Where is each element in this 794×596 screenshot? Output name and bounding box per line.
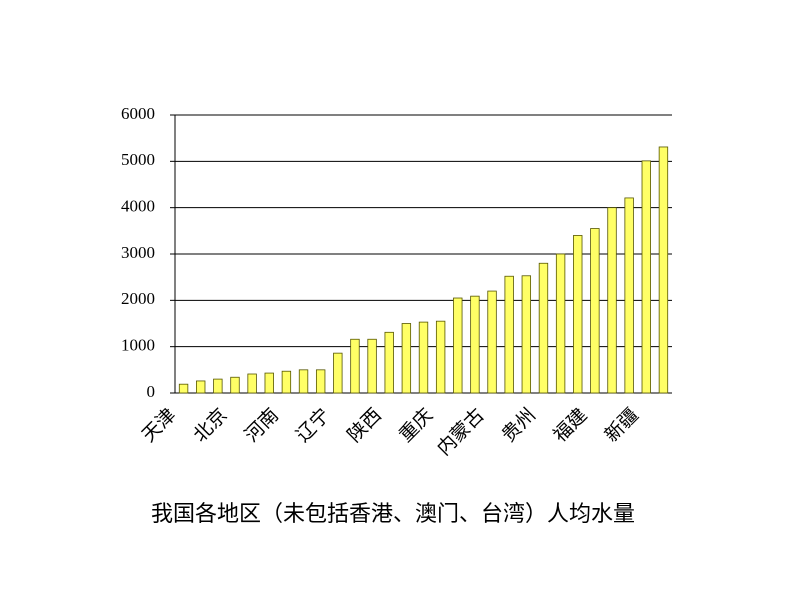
bar bbox=[470, 295, 480, 394]
y-tick-label: 5000 bbox=[121, 150, 155, 169]
bar bbox=[247, 373, 257, 394]
x-tick-label: 辽宁 bbox=[292, 404, 334, 446]
x-tick-label: 陕西 bbox=[343, 404, 385, 446]
bar bbox=[658, 146, 669, 394]
bar bbox=[281, 370, 292, 394]
bar bbox=[196, 380, 206, 394]
x-tick-label: 河南 bbox=[241, 404, 283, 446]
bar bbox=[178, 383, 189, 394]
bar bbox=[384, 331, 394, 394]
bar bbox=[624, 197, 634, 394]
bar bbox=[350, 338, 360, 394]
bar bbox=[487, 290, 497, 394]
y-tick-label: 3000 bbox=[121, 243, 155, 262]
bar bbox=[264, 372, 274, 394]
x-tick-label: 北京 bbox=[189, 404, 231, 446]
bar bbox=[333, 352, 343, 394]
bar bbox=[213, 378, 223, 394]
bar bbox=[418, 321, 429, 394]
bar bbox=[607, 207, 617, 394]
bar bbox=[504, 275, 514, 394]
x-tick-label: 新疆 bbox=[600, 404, 642, 446]
x-tick-label: 福建 bbox=[549, 404, 591, 446]
y-tick-label: 0 bbox=[147, 382, 156, 401]
y-tick-label: 4000 bbox=[121, 197, 155, 216]
bar bbox=[230, 376, 240, 394]
bar bbox=[590, 228, 600, 394]
bar bbox=[641, 160, 651, 394]
y-tick-label: 2000 bbox=[121, 289, 155, 308]
y-tick-label: 6000 bbox=[121, 104, 155, 123]
x-tick-label: 重庆 bbox=[395, 404, 437, 446]
x-tick-label: 贵州 bbox=[498, 404, 540, 446]
chart-title: 我国各地区（未包括香港、澳门、台湾）人均水量 bbox=[151, 501, 635, 526]
bar bbox=[555, 253, 566, 394]
y-tick-label: 1000 bbox=[121, 336, 155, 355]
bar bbox=[538, 262, 549, 394]
bar bbox=[521, 275, 532, 394]
bar bbox=[453, 297, 463, 394]
bar bbox=[573, 235, 583, 394]
bar bbox=[435, 320, 446, 394]
x-tick-label: 内蒙古 bbox=[433, 404, 489, 460]
bar bbox=[367, 338, 377, 394]
bar bbox=[298, 369, 309, 394]
bar bbox=[315, 369, 326, 394]
x-tick-label: 天津 bbox=[138, 404, 180, 446]
bar bbox=[401, 323, 412, 394]
